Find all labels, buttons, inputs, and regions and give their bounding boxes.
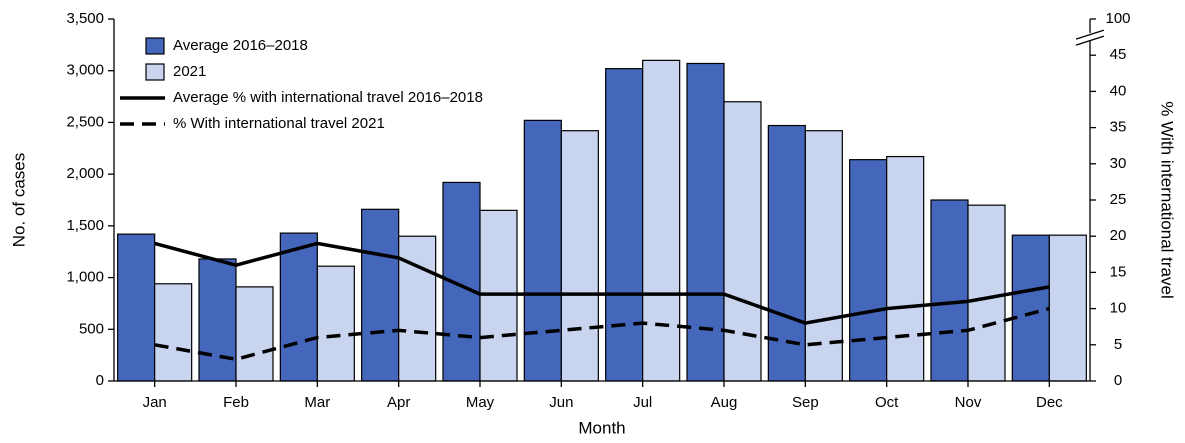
bar [804, 130, 843, 382]
x-tick-label: Nov [955, 394, 982, 411]
y2-tick-label: 15 [1110, 263, 1127, 280]
line [154, 306, 1050, 362]
bar [198, 258, 237, 382]
y-tick-label: 0 [96, 372, 104, 389]
x-tick-label: Feb [223, 394, 249, 411]
y-tick-label: 2,000 [66, 165, 104, 182]
y2-tick-label: 35 [1110, 119, 1127, 136]
axis-break [1075, 29, 1105, 40]
x-tick-label: Dec [1036, 394, 1063, 411]
y2-tick-label: 20 [1110, 227, 1127, 244]
bar [723, 101, 762, 382]
y2-tick-label: 30 [1110, 155, 1127, 172]
bar [279, 232, 318, 382]
x-tick-label: Aug [711, 394, 738, 411]
y-tick-label: 500 [79, 320, 104, 337]
bar [560, 130, 599, 382]
bar [361, 208, 400, 382]
y2-tick-label: 100 [1105, 10, 1130, 27]
bar [886, 155, 925, 382]
y2-tick-label: 45 [1110, 46, 1127, 63]
x-tick-label: Jan [143, 394, 167, 411]
legend-label: Average % with international travel 2016… [173, 89, 483, 106]
y-tick-label: 1,000 [66, 269, 104, 286]
bar [686, 62, 725, 382]
y2-tick-label: 10 [1110, 300, 1127, 317]
x-tick-label: May [466, 394, 495, 411]
bar [316, 265, 355, 382]
bar [967, 204, 1006, 382]
bar [1011, 234, 1050, 382]
y2-tick-label: 0 [1114, 372, 1122, 389]
legend-label: Average 2016–2018 [173, 37, 308, 54]
x-tick-label: Apr [387, 394, 410, 411]
legend-label: 2021 [173, 63, 206, 80]
bar [605, 68, 644, 382]
bar [398, 235, 437, 382]
x-tick-label: Jul [633, 394, 652, 411]
y2-tick-label: 40 [1110, 82, 1127, 99]
bar [117, 233, 156, 382]
y-tick-label: 2,500 [66, 113, 104, 130]
bar [523, 119, 562, 382]
legend-label: % With international travel 2021 [173, 115, 385, 132]
x-axis-label: Month [578, 418, 625, 437]
bar [642, 59, 681, 382]
y-tick-label: 1,500 [66, 217, 104, 234]
y2-tick-label: 25 [1110, 191, 1127, 208]
x-tick-label: Sep [792, 394, 819, 411]
legend-swatch [145, 63, 165, 81]
bar [1048, 234, 1087, 382]
axis-break-gap [1086, 33, 1094, 42]
y2-axis-label: % With international travel [1158, 101, 1177, 298]
x-tick-label: Oct [875, 394, 899, 411]
bar [849, 159, 888, 382]
axis-break [1075, 35, 1105, 46]
y-axis-label: No. of cases [9, 153, 28, 248]
legend-swatch [145, 37, 165, 55]
bar [235, 286, 274, 382]
x-tick-label: Jun [549, 394, 573, 411]
bar [930, 199, 969, 382]
x-tick-label: Mar [304, 394, 330, 411]
y-tick-label: 3,000 [66, 62, 104, 79]
y2-tick-label: 5 [1114, 336, 1122, 353]
bar [154, 283, 193, 382]
y-tick-label: 3,500 [66, 10, 104, 27]
line [154, 241, 1050, 325]
